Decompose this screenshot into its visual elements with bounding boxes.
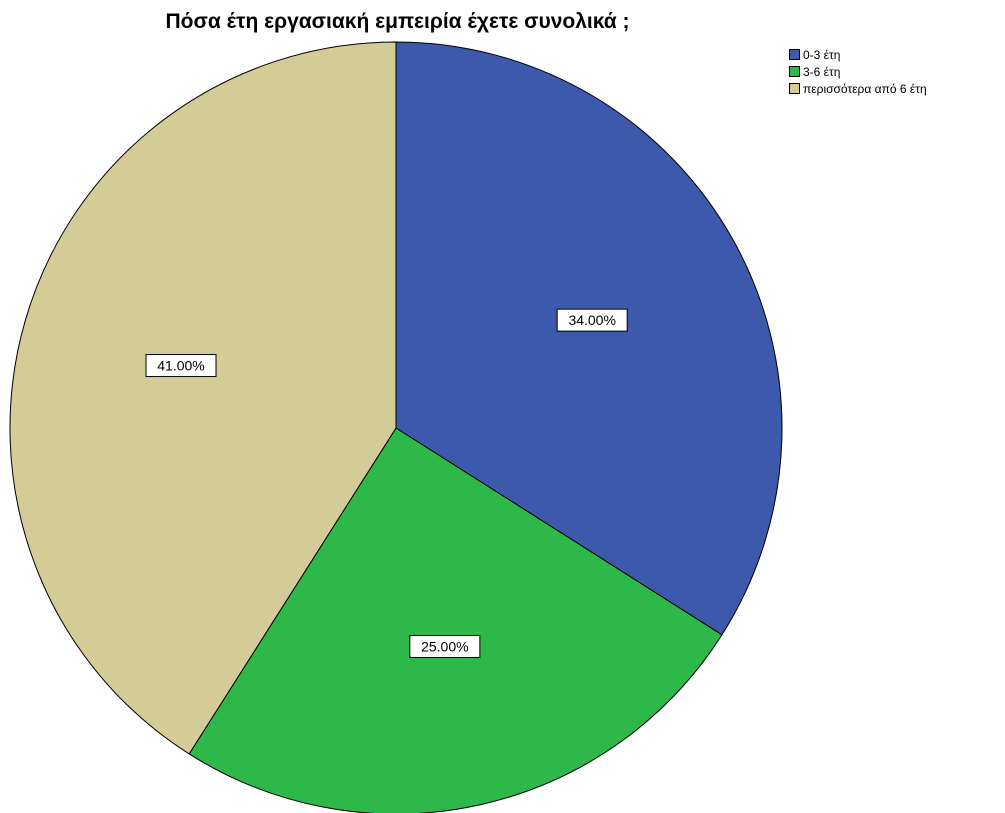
legend-label: 3-6 έτη [803, 64, 841, 79]
pie-slice-1 [395, 41, 783, 636]
slice-label-box [145, 354, 217, 378]
legend-item-2: 3-6 έτη [789, 63, 927, 80]
legend-item-1: 0-3 έτη [789, 46, 927, 63]
legend-item-3: περισσότερα από 6 έτη [789, 80, 927, 97]
legend-label: 0-3 έτη [803, 47, 841, 62]
slice-label-text: 41.00% [157, 358, 204, 374]
legend-swatch [789, 83, 800, 94]
legend-swatch [789, 66, 800, 77]
slice-label-text: 25.00% [421, 638, 468, 654]
pie-slice-3 [9, 41, 397, 755]
legend: 0-3 έτη 3-6 έτη περισσότερα από 6 έτη [789, 46, 927, 97]
slice-label-3: 41.00% [145, 354, 217, 378]
slice-label-box [556, 308, 628, 332]
slice-label-text: 34.00% [568, 312, 615, 328]
slice-label-1: 34.00% [556, 308, 628, 332]
pie-slices [9, 41, 783, 813]
legend-label: περισσότερα από 6 έτη [803, 81, 927, 96]
pie-labels: 34.00% 25.00% 41.00% [145, 308, 628, 658]
pie-slice-2 [188, 427, 723, 813]
legend-swatch [789, 49, 800, 60]
slice-label-box [409, 634, 481, 658]
chart-title: Πόσα έτη εργασιακή εμπειρία έχετε συνολι… [165, 10, 630, 33]
slice-label-2: 25.00% [409, 634, 481, 658]
